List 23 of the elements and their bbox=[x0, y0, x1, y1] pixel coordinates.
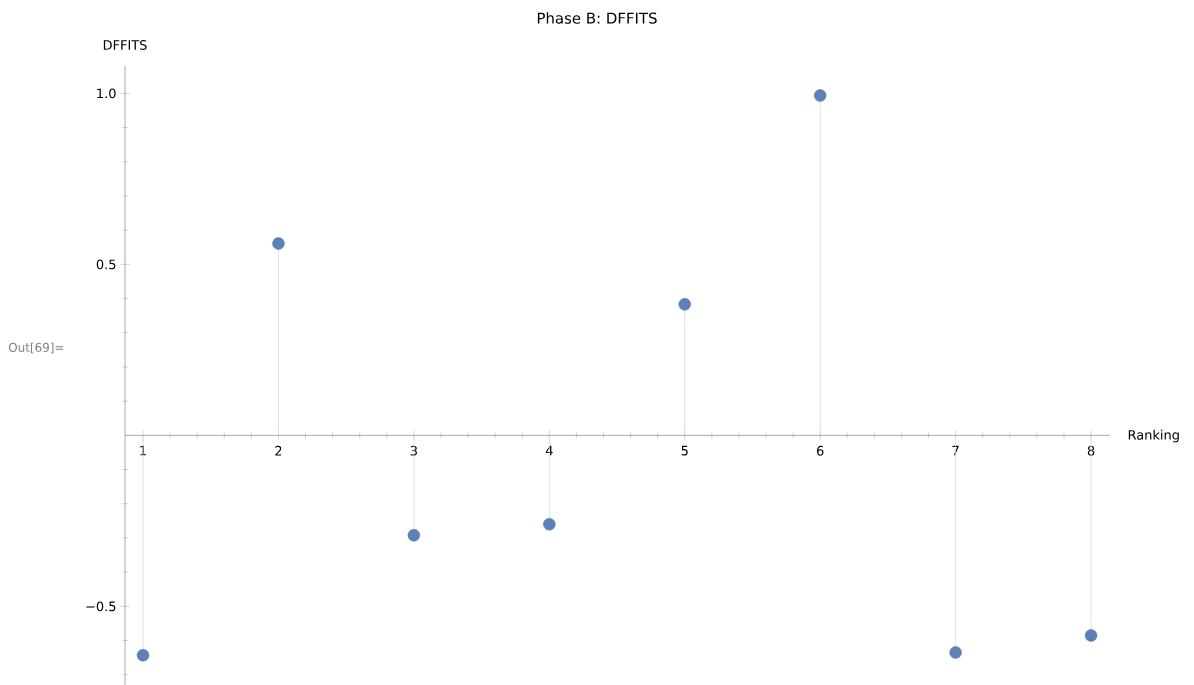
point bbox=[678, 298, 691, 311]
x-tick-label: 3 bbox=[410, 445, 417, 456]
point bbox=[813, 89, 827, 102]
x-tick-label: 2 bbox=[275, 445, 282, 456]
point bbox=[407, 529, 421, 542]
x-tick-label: 4 bbox=[545, 445, 553, 456]
x-tick-label: 7 bbox=[952, 445, 959, 456]
x-axis-title: Ranking bbox=[1128, 429, 1179, 443]
text: Out[69]= bbox=[8, 342, 64, 354]
chart-title: Phase B: DFFITS bbox=[537, 12, 657, 24]
point bbox=[1084, 629, 1098, 642]
point bbox=[949, 646, 962, 659]
y-tick-label: 1.0 bbox=[97, 88, 116, 99]
y-tick-label: 0.5 bbox=[96, 259, 116, 270]
x-tick-label: 6 bbox=[816, 445, 824, 456]
point bbox=[136, 649, 150, 662]
x-tick-label: 1 bbox=[140, 445, 146, 456]
point bbox=[272, 237, 285, 250]
y-axis-title: DFFITS bbox=[103, 40, 147, 50]
x-tick-label: 5 bbox=[681, 445, 688, 456]
point bbox=[543, 518, 556, 531]
y-tick-label: −0.5 bbox=[86, 601, 116, 612]
x-tick-label: 8 bbox=[1087, 445, 1095, 456]
